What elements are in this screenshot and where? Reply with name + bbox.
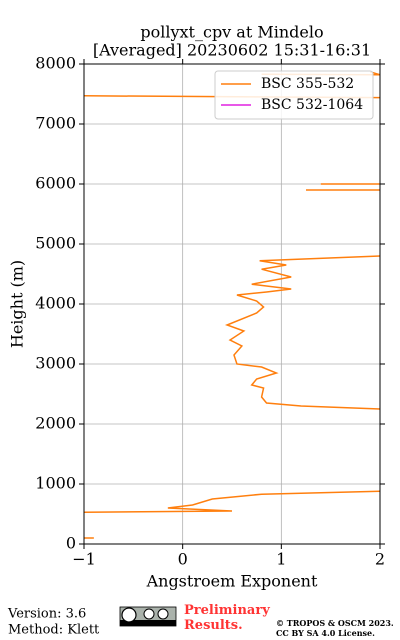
y-tick-label: 2000: [35, 414, 76, 433]
copyright: © TROPOS & OSCM 2023.: [276, 618, 394, 628]
y-tick-label: 3000: [35, 354, 76, 373]
x-axis-label: Angstroem Exponent: [146, 572, 318, 591]
chart-title: pollyxt_cpv at Mindelo: [140, 23, 323, 42]
plot-frame: [83, 63, 381, 545]
y-tick-label: 4000: [35, 294, 76, 313]
legend: BSC 355-532 BSC 532-1064: [214, 70, 374, 120]
y-tick-label: 7000: [35, 114, 76, 133]
x-tick-label: 2: [375, 550, 385, 569]
cc-badge: [119, 606, 177, 627]
license: CC BY SA 4.0 License.: [276, 628, 375, 638]
legend-box: [214, 70, 374, 120]
line-series: [224, 255, 380, 410]
legend-label: BSC 532-1064: [261, 97, 363, 113]
line-series: [84, 490, 380, 513]
x-tick-label: 0: [178, 550, 188, 569]
y-tick-label: 6000: [35, 174, 76, 193]
legend-label: BSC 355-532: [261, 76, 354, 92]
y-tick-label: 1000: [35, 474, 76, 493]
status-line: Preliminary Results.: [184, 603, 270, 633]
version: Version: 3.6: [7, 607, 86, 622]
y-axis-label: Height (m): [8, 260, 27, 348]
x-tick-label: 1: [276, 550, 286, 569]
x-tick-label: −1: [72, 550, 96, 569]
chart-subtitle: [Averaged] 20230602 15:31-16:31: [93, 41, 371, 60]
y-tick-label: 8000: [35, 54, 76, 73]
method: Method: Klett: [8, 623, 100, 638]
y-tick-label: 0: [66, 534, 76, 553]
y-tick-label: 5000: [35, 234, 76, 253]
